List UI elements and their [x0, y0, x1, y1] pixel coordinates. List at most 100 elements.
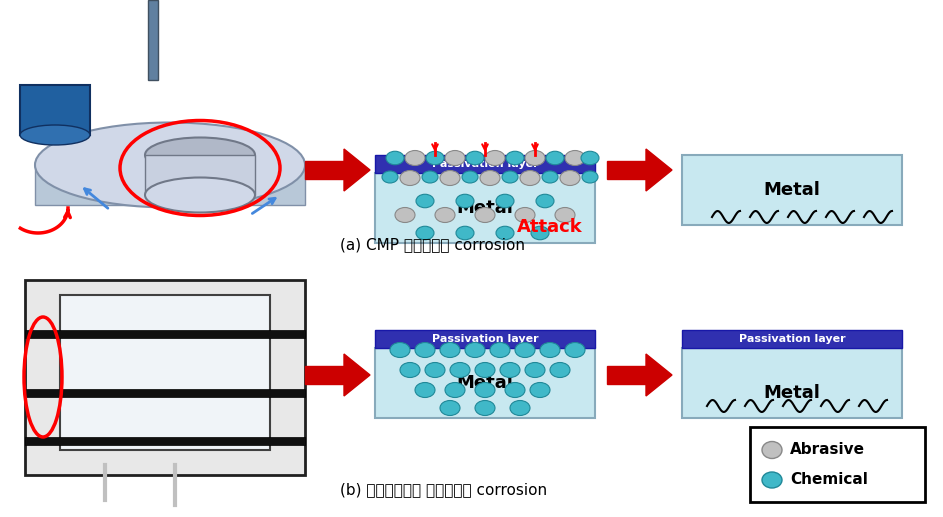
- Bar: [305, 161, 344, 179]
- Ellipse shape: [475, 383, 495, 398]
- Ellipse shape: [581, 151, 599, 165]
- Bar: [148, 0, 158, 80]
- Ellipse shape: [415, 342, 435, 357]
- Bar: [682, 348, 902, 418]
- Ellipse shape: [390, 342, 410, 357]
- Bar: [145, 155, 255, 195]
- Bar: [35, 163, 305, 205]
- Ellipse shape: [456, 226, 474, 240]
- Ellipse shape: [426, 151, 444, 165]
- Ellipse shape: [445, 150, 465, 165]
- Bar: [25, 389, 305, 397]
- Text: Metal: Metal: [764, 181, 820, 199]
- Bar: [682, 155, 902, 225]
- Ellipse shape: [496, 194, 514, 208]
- Bar: [60, 295, 270, 450]
- Ellipse shape: [762, 442, 782, 459]
- Ellipse shape: [536, 194, 554, 208]
- Bar: [20, 85, 90, 135]
- Ellipse shape: [145, 138, 255, 173]
- Ellipse shape: [560, 171, 580, 186]
- Polygon shape: [646, 149, 672, 191]
- Ellipse shape: [550, 362, 570, 377]
- Ellipse shape: [405, 150, 425, 165]
- Ellipse shape: [456, 194, 474, 208]
- Ellipse shape: [465, 342, 485, 357]
- Ellipse shape: [762, 472, 782, 488]
- Ellipse shape: [435, 207, 455, 222]
- Text: Passivation layer: Passivation layer: [738, 334, 845, 344]
- Ellipse shape: [506, 151, 524, 165]
- Ellipse shape: [490, 342, 510, 357]
- Bar: [375, 155, 595, 173]
- Ellipse shape: [485, 150, 505, 165]
- Text: (b) 전기화학분서 상황에서의 corrosion: (b) 전기화학분서 상황에서의 corrosion: [340, 482, 547, 497]
- Ellipse shape: [525, 362, 545, 377]
- Text: Passivation layer: Passivation layer: [432, 159, 538, 169]
- Ellipse shape: [540, 342, 560, 357]
- Ellipse shape: [565, 342, 585, 357]
- Ellipse shape: [531, 226, 549, 240]
- Bar: [750, 427, 925, 502]
- Ellipse shape: [382, 171, 398, 183]
- Ellipse shape: [475, 362, 495, 377]
- Ellipse shape: [450, 362, 470, 377]
- Ellipse shape: [400, 362, 420, 377]
- Ellipse shape: [400, 171, 420, 186]
- Ellipse shape: [445, 383, 465, 398]
- Ellipse shape: [35, 123, 305, 207]
- Ellipse shape: [555, 207, 575, 222]
- Ellipse shape: [542, 171, 558, 183]
- Text: Attack: Attack: [517, 218, 583, 236]
- Text: Metal: Metal: [764, 384, 820, 402]
- Ellipse shape: [440, 171, 460, 186]
- Ellipse shape: [440, 342, 460, 357]
- Bar: [25, 437, 305, 445]
- Ellipse shape: [422, 171, 438, 183]
- Bar: [305, 366, 344, 385]
- Polygon shape: [344, 149, 370, 191]
- Ellipse shape: [515, 342, 535, 357]
- Ellipse shape: [475, 207, 495, 222]
- Text: Metal: Metal: [456, 374, 513, 392]
- Bar: [375, 330, 595, 348]
- Ellipse shape: [440, 401, 460, 416]
- Text: Passivation layer: Passivation layer: [432, 334, 538, 344]
- Ellipse shape: [20, 125, 90, 145]
- Polygon shape: [344, 354, 370, 396]
- Bar: [375, 173, 595, 243]
- Text: Abrasive: Abrasive: [790, 443, 865, 458]
- Ellipse shape: [510, 401, 530, 416]
- Text: Chemical: Chemical: [790, 473, 868, 488]
- Ellipse shape: [565, 150, 585, 165]
- Ellipse shape: [386, 151, 404, 165]
- Bar: [25, 280, 305, 475]
- Ellipse shape: [145, 177, 255, 212]
- Ellipse shape: [525, 150, 545, 165]
- Bar: [607, 366, 646, 385]
- Ellipse shape: [466, 151, 484, 165]
- Text: (a) CMP 상황에서의 corrosion: (a) CMP 상황에서의 corrosion: [340, 237, 525, 252]
- Ellipse shape: [416, 194, 434, 208]
- Ellipse shape: [395, 207, 415, 222]
- Ellipse shape: [480, 171, 500, 186]
- Ellipse shape: [582, 171, 598, 183]
- Ellipse shape: [515, 207, 535, 222]
- Ellipse shape: [546, 151, 564, 165]
- Text: Metal: Metal: [456, 199, 513, 217]
- Bar: [25, 330, 305, 338]
- Bar: [682, 330, 902, 348]
- Ellipse shape: [502, 171, 518, 183]
- Polygon shape: [646, 354, 672, 396]
- Ellipse shape: [416, 226, 434, 240]
- Bar: [375, 348, 595, 418]
- Ellipse shape: [475, 401, 495, 416]
- Bar: [607, 161, 646, 179]
- Ellipse shape: [496, 226, 514, 240]
- Ellipse shape: [520, 171, 540, 186]
- Ellipse shape: [530, 383, 550, 398]
- Ellipse shape: [415, 383, 435, 398]
- Ellipse shape: [500, 362, 520, 377]
- Ellipse shape: [462, 171, 478, 183]
- Ellipse shape: [505, 383, 525, 398]
